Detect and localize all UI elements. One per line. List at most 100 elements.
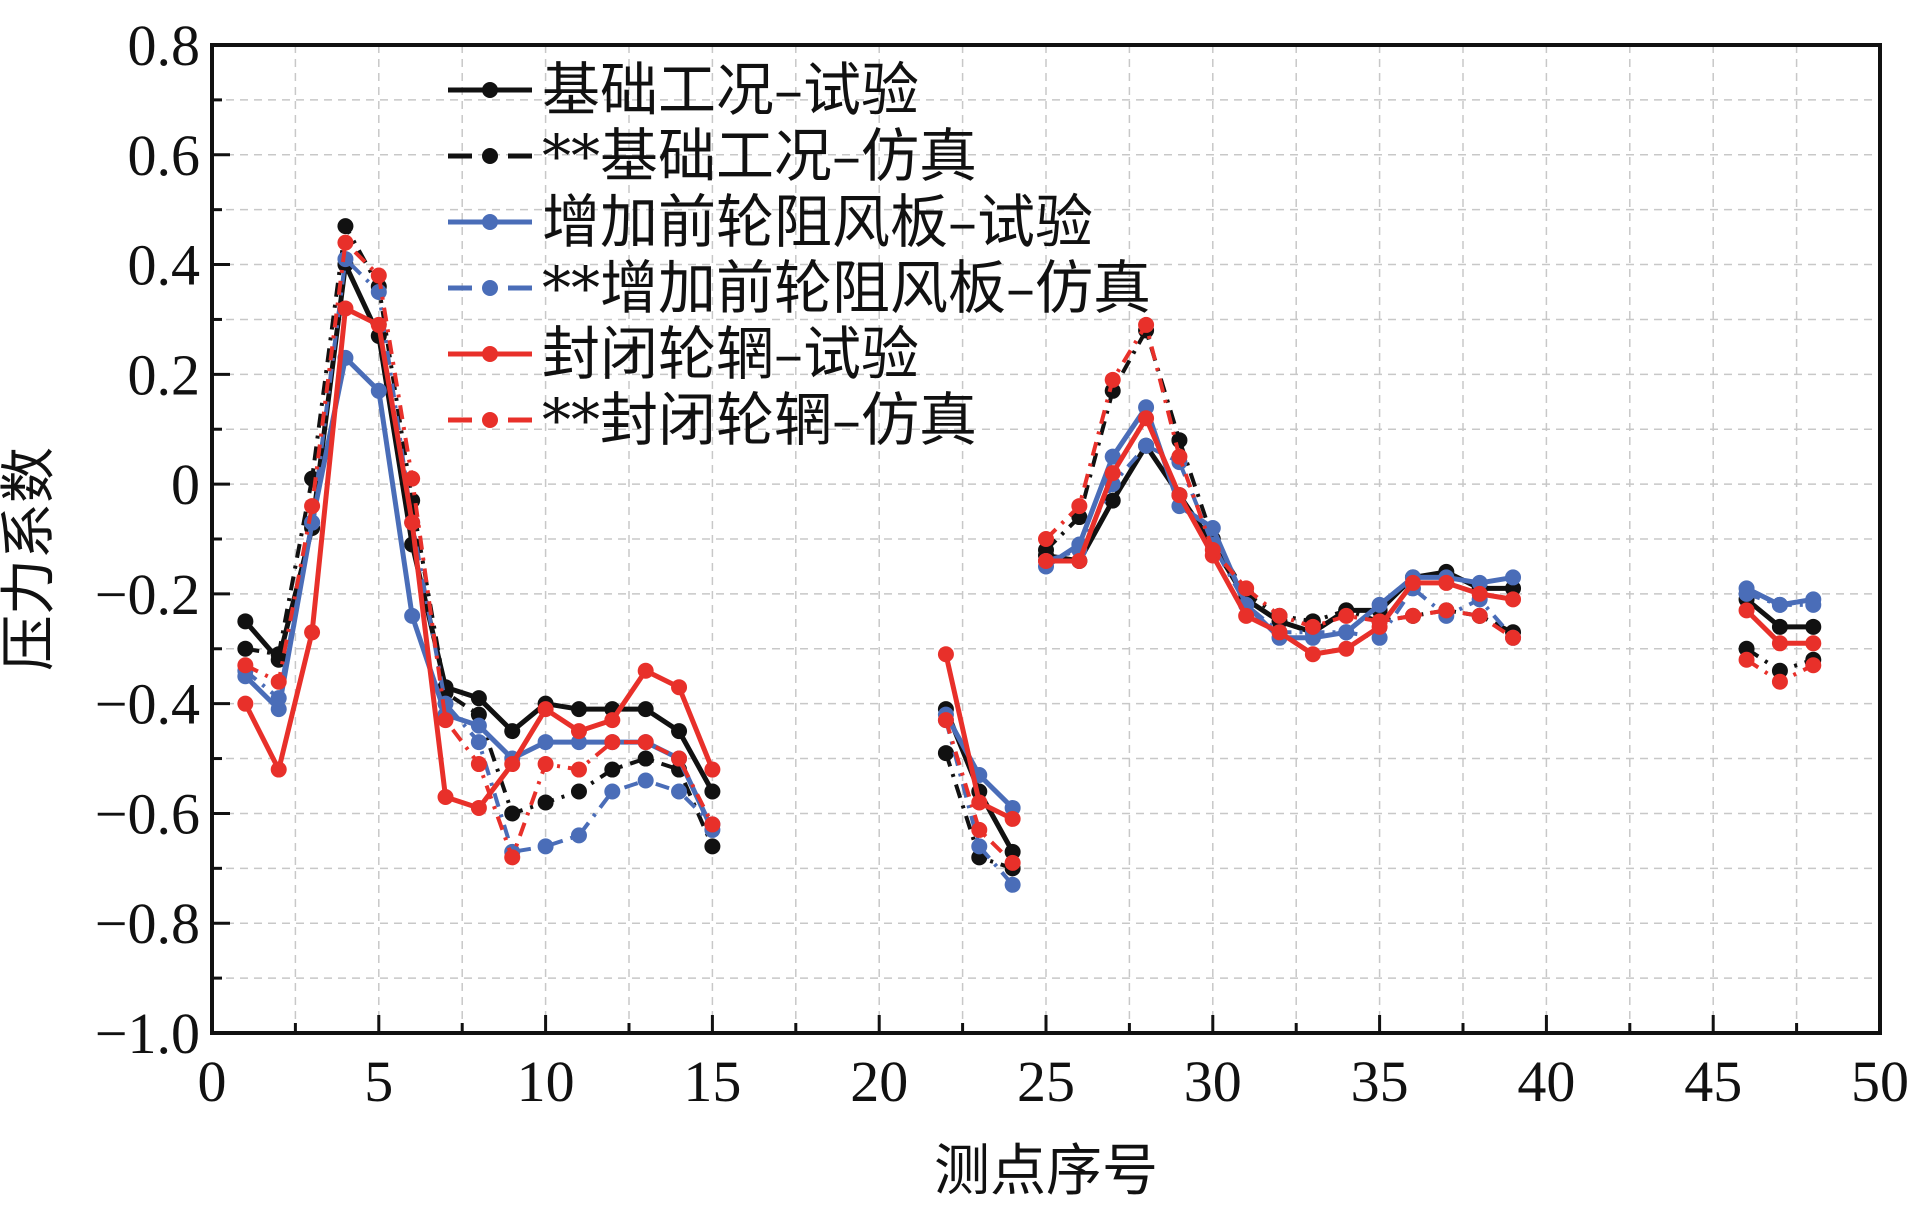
data-point xyxy=(470,717,487,734)
data-point xyxy=(1038,531,1054,547)
data-point xyxy=(1038,552,1054,569)
legend-marker xyxy=(482,346,498,362)
legend-item: 增加前轮阻风板–试验 xyxy=(448,188,1093,256)
data-point xyxy=(1038,541,1054,558)
legend-item: 封闭轮辋–试验 xyxy=(448,320,919,388)
legend-label: **增加前轮阻风板–仿真 xyxy=(542,254,1151,322)
data-point xyxy=(570,783,587,800)
data-point xyxy=(1771,596,1788,613)
data-point xyxy=(1771,635,1788,652)
legend-label: **封闭轮辋–仿真 xyxy=(542,386,977,454)
data-point xyxy=(537,701,554,718)
data-point xyxy=(470,756,487,773)
y-tick-label: −1.0 xyxy=(95,1001,200,1066)
data-point xyxy=(1071,552,1088,569)
data-point xyxy=(337,234,354,251)
legend: 基础工况–试验**基础工况–仿真增加前轮阻风板–试验**增加前轮阻风板–仿真封闭… xyxy=(448,56,1151,454)
data-point xyxy=(337,300,354,317)
data-point xyxy=(1505,580,1522,597)
data-point xyxy=(1004,810,1021,827)
data-point xyxy=(1304,618,1321,635)
data-point xyxy=(570,734,587,751)
data-point xyxy=(1505,569,1522,586)
legend-marker xyxy=(482,148,498,164)
data-point xyxy=(1338,624,1355,641)
data-point xyxy=(604,761,621,778)
data-point xyxy=(1204,541,1221,558)
legend-label: 增加前轮阻风板–试验 xyxy=(542,188,1093,256)
data-point xyxy=(1104,492,1121,509)
x-tick-labels: 0 5 10 15 20 25 30 35 40 45 50 xyxy=(198,1049,1910,1114)
data-point xyxy=(604,783,621,800)
x-tick-label: 40 xyxy=(1517,1049,1575,1114)
data-point xyxy=(1404,574,1421,591)
data-point xyxy=(1071,509,1088,526)
data-point xyxy=(971,838,988,855)
data-point xyxy=(637,772,654,789)
data-point xyxy=(1805,635,1822,652)
legend-marker xyxy=(482,412,498,428)
data-point xyxy=(1004,799,1021,816)
legend-marker xyxy=(482,214,498,230)
data-point xyxy=(537,838,554,855)
data-point xyxy=(704,761,721,778)
data-point xyxy=(671,783,688,800)
data-point xyxy=(1104,382,1121,399)
data-point xyxy=(671,723,688,740)
data-point xyxy=(1505,629,1522,646)
data-point xyxy=(504,849,521,866)
data-point xyxy=(537,756,554,773)
data-point xyxy=(570,761,587,778)
data-point xyxy=(237,613,254,630)
data-point xyxy=(304,624,321,641)
legend-item: **基础工况–仿真 xyxy=(448,122,977,190)
data-point xyxy=(404,514,421,531)
data-point xyxy=(270,673,287,690)
data-point xyxy=(1004,843,1021,860)
data-point xyxy=(971,794,988,811)
data-point xyxy=(370,382,387,399)
x-tick-label: 10 xyxy=(517,1049,575,1114)
y-tick-label: 0.4 xyxy=(128,233,201,298)
data-point xyxy=(570,701,587,718)
data-point xyxy=(1138,399,1155,416)
data-point xyxy=(304,498,321,515)
data-point xyxy=(470,706,487,723)
data-point xyxy=(604,712,621,729)
x-tick-label: 5 xyxy=(364,1049,393,1114)
data-point xyxy=(1071,498,1088,515)
data-point xyxy=(1771,673,1788,690)
data-point xyxy=(1138,410,1155,427)
data-point xyxy=(937,712,954,729)
legend-item: **增加前轮阻风板–仿真 xyxy=(448,254,1151,322)
x-tick-label: 25 xyxy=(1017,1049,1075,1114)
x-tick-label: 50 xyxy=(1851,1049,1909,1114)
data-point xyxy=(1805,618,1822,635)
data-point xyxy=(1738,585,1755,602)
data-point xyxy=(1304,646,1321,663)
legend-label: 基础工况–试验 xyxy=(542,56,919,124)
data-point xyxy=(604,734,621,751)
data-point xyxy=(237,640,254,657)
y-tick-label: −0.8 xyxy=(95,891,200,956)
data-point xyxy=(337,218,354,235)
x-tick-label: 15 xyxy=(683,1049,741,1114)
data-point xyxy=(470,799,487,816)
axis-ticks xyxy=(210,43,1882,1035)
data-point xyxy=(270,701,287,718)
data-point xyxy=(537,794,554,811)
data-point xyxy=(704,783,721,800)
data-point xyxy=(570,827,587,844)
data-point xyxy=(1404,607,1421,624)
data-point xyxy=(1771,618,1788,635)
data-point xyxy=(1104,448,1121,465)
data-point xyxy=(370,267,387,284)
data-point xyxy=(1471,585,1488,602)
data-point xyxy=(470,690,487,707)
data-point xyxy=(1138,437,1155,454)
data-point xyxy=(1471,607,1488,624)
data-point xyxy=(704,838,721,855)
x-axis-title: 测点序号 xyxy=(934,1139,1158,1204)
data-point xyxy=(304,514,321,531)
x-tick-label: 0 xyxy=(198,1049,227,1114)
